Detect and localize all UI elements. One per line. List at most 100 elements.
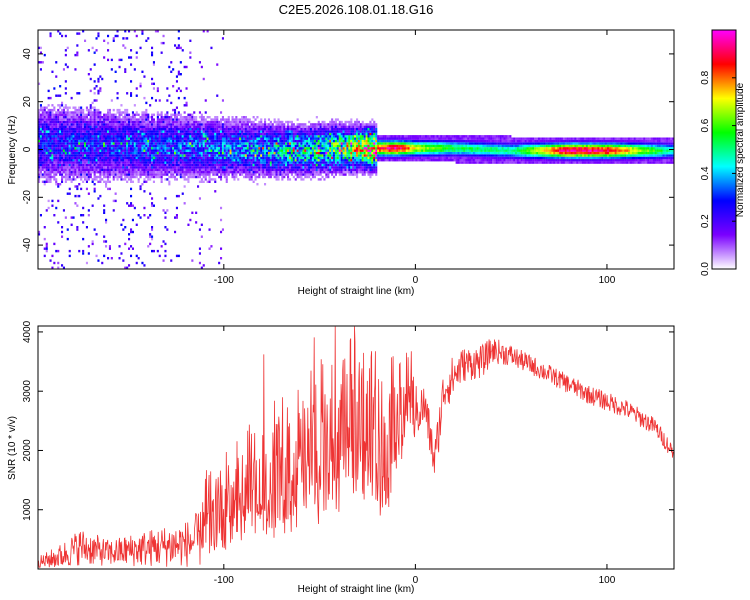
spectrogram-cell [82,147,85,150]
spectrogram-cell [120,144,123,148]
spectrogram-cell [152,173,155,176]
spectrogram-cell [82,139,85,143]
spectrogram-cell [70,130,73,133]
spectrogram-cell [221,137,224,140]
spectrogram-cell [66,173,69,176]
spectrogram-cell [158,166,161,169]
spectrogram-cell [51,142,54,145]
spectrogram-cell [64,142,67,145]
spectrogram-cell [137,147,140,150]
spectrogram-cell [336,128,339,131]
spectrogram-cell [168,159,171,162]
spectrogram-cell [112,132,115,136]
spectrogram-cell [338,137,341,140]
spectrogram-cell [87,142,90,145]
spectrogram-cell [243,166,246,169]
spectrogram-cell [235,168,238,171]
spectrogram-cell [266,154,269,157]
spectrogram-cell [70,144,73,148]
spectrogram-cell [336,142,339,145]
spectrogram-cell [172,175,175,179]
spectrogram-cell [195,142,198,145]
spectrogram-cell [315,144,318,148]
spectrogram-cell [258,154,261,157]
spectrogram-cell [220,247,223,250]
spectrogram-cell [124,139,127,143]
spectrogram-cell [70,166,73,169]
spectrogram-cell [168,154,171,157]
spectrogram-cell [189,51,192,54]
spectrogram-cell [164,178,167,181]
spectrogram-cell [59,149,62,152]
spectrogram-cell [275,137,278,140]
spectrogram-cell [135,125,138,128]
spectrogram-cell [170,118,173,121]
spectrogram-cell [243,161,246,164]
spectrogram-cell [246,171,249,174]
spectrogram-cell [137,123,140,126]
spectrogram-cell [193,142,196,145]
spectrogram-cell [78,163,81,167]
spectrogram-cell [235,125,238,128]
spectrogram-cell [262,132,265,136]
spectrogram-cell [168,120,171,124]
spectrogram-cell [181,156,184,160]
spectrogram-cell [246,173,249,176]
spectrogram-cell [256,132,259,136]
spectrogram-cell [354,130,357,133]
spectrogram-cell [105,245,108,248]
spectrogram-cell [361,125,364,128]
spectrogram-cell [82,163,85,167]
spectrogram-cell [179,161,182,164]
spectrogram-cell [141,147,144,150]
spectrogram-cell [266,137,269,140]
spectrogram-cell [160,149,163,152]
spectrogram-cell [87,49,90,52]
spectrogram-cell [277,166,280,169]
spectrogram-cell [39,130,42,133]
spectrogram-cell [59,111,62,114]
spectrogram-cell [198,123,201,126]
spectrogram-cell [112,156,115,160]
spectrogram-cell [39,161,42,164]
spectrogram-cell [218,144,221,148]
spectrogram-cell [250,128,253,131]
spectrogram-cell [168,151,171,155]
spectrogram-cell [311,154,314,157]
spectrogram-cell [296,118,299,121]
spectrogram-cell [333,175,336,179]
spectrogram-cell [233,173,236,176]
spectrogram-cell [128,156,131,160]
spectrogram-cell [135,137,138,140]
spectrogram-cell [212,171,215,174]
spectrogram-cell [327,161,330,164]
spectrogram-cell [235,137,238,140]
spectrogram-cell [225,180,228,183]
spectrogram-cell [72,139,75,143]
spectrogram-cell [197,166,200,169]
spectrogram-cell [342,149,345,152]
spectrogram-cell [70,139,73,143]
spectrogram-cell [162,156,165,160]
spectrogram-cell [331,118,334,121]
spectrogram-cell [99,75,102,78]
spectrogram-cell [323,154,326,157]
spectrogram-cell [338,159,341,162]
spectrogram-cell [61,120,64,124]
spectrogram-cell [233,161,236,164]
spectrogram-cell [91,151,94,155]
spectrogram-cell [151,154,154,157]
spectrogram-cell [51,154,54,157]
spectrogram-cell [250,123,253,126]
spectrogram-cell [262,137,265,140]
spectrogram-cell [357,171,360,174]
spectrogram-cell [367,132,370,136]
spectrogram-cell [158,175,161,179]
spectrogram-cell [135,128,138,131]
spectrogram-cell [325,123,328,126]
spectrogram-cell [311,166,314,169]
spectrogram-cell [258,163,261,167]
spectrogram-cell [95,135,98,138]
spectrogram-cell [223,144,226,148]
spectrogram-cell [231,125,234,128]
